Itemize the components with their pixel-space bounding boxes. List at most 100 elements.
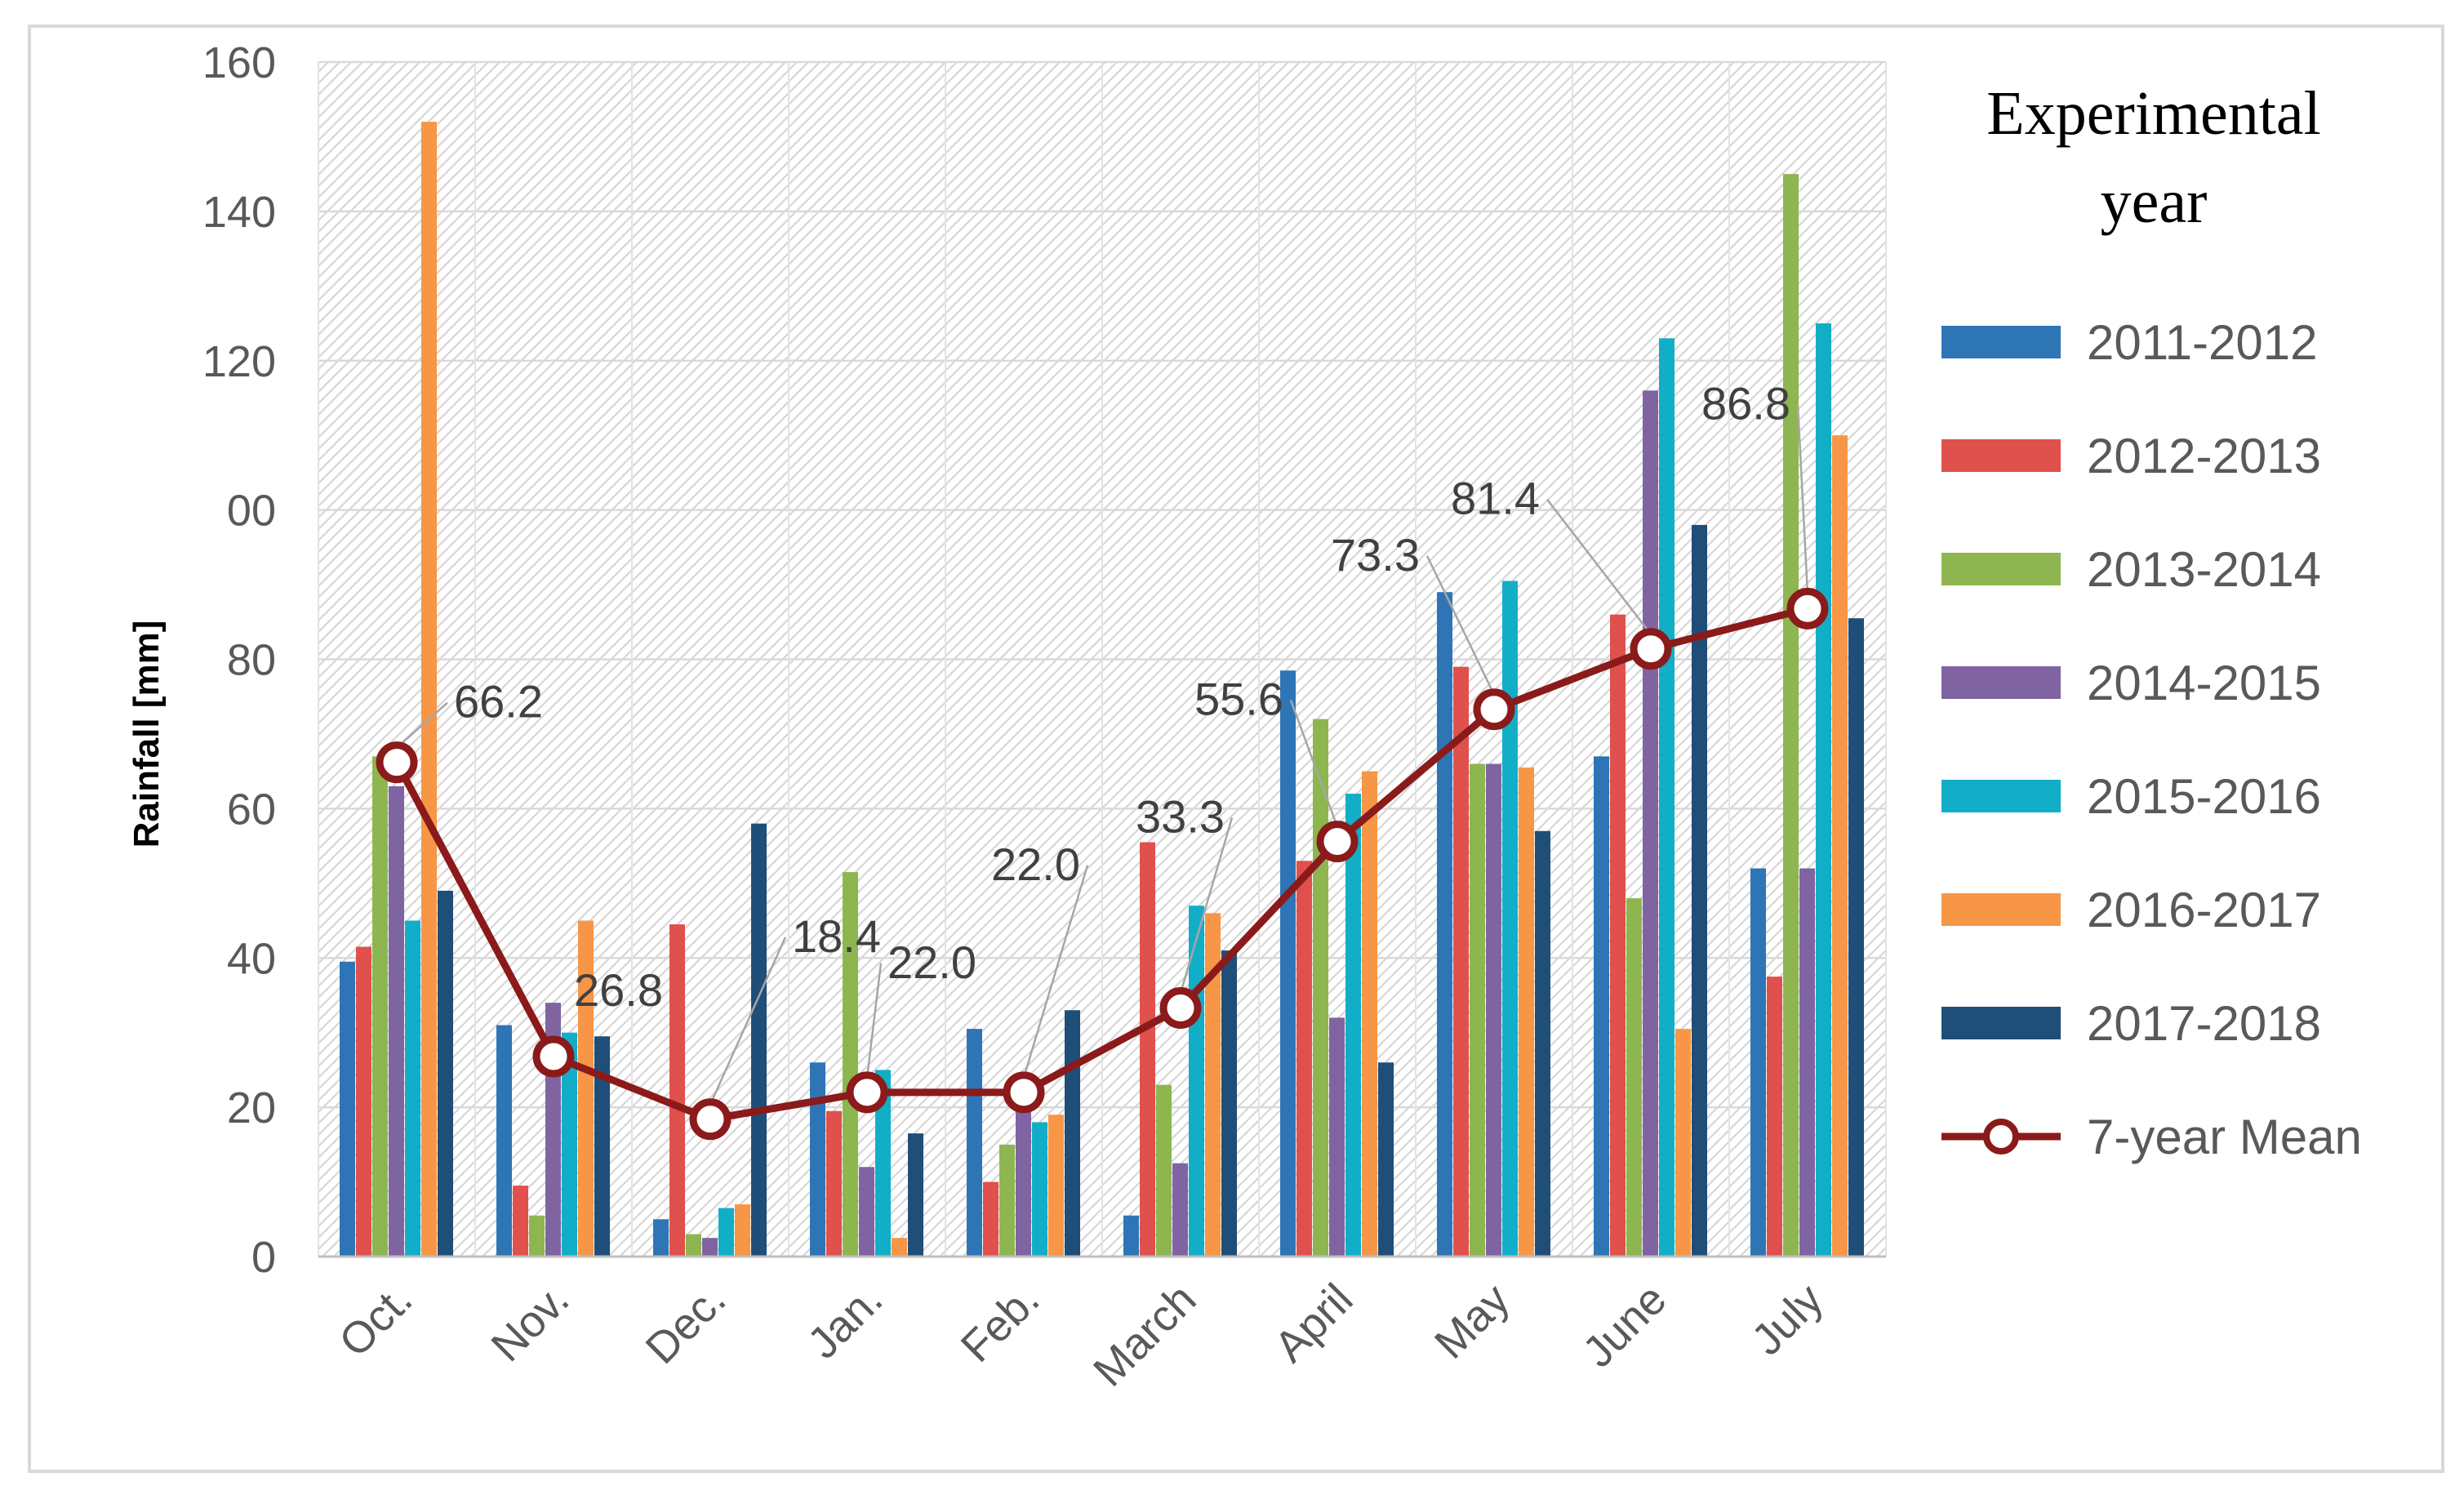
- bar: [1799, 868, 1815, 1257]
- bar: [529, 1215, 545, 1257]
- x-tick-label: April: [1265, 1275, 1363, 1372]
- y-axis-label: Rainfall [mm]: [127, 621, 167, 848]
- chart-frame: 0 20 40 60 80 00 120 140 160 66.2 26.8 18.4 22.0 22.…: [28, 24, 2444, 1473]
- y-tick-label: 0: [251, 1233, 276, 1282]
- bar: [562, 1032, 577, 1257]
- bar: [810, 1062, 825, 1257]
- mean-data-label: 26.8: [574, 964, 663, 1016]
- bar: [1692, 524, 1707, 1257]
- bar: [875, 1070, 891, 1257]
- bar: [421, 122, 437, 1257]
- x-tick-label: Dec.: [637, 1275, 736, 1373]
- bar: [1296, 861, 1312, 1257]
- bar: [1626, 898, 1642, 1257]
- bar-series: [318, 122, 1886, 1258]
- bar: [1610, 614, 1626, 1257]
- bar: [1643, 390, 1658, 1257]
- mean-data-label: 33.3: [1136, 791, 1225, 843]
- bar: [826, 1110, 842, 1257]
- legend-swatch: [1941, 439, 2061, 472]
- bar: [1502, 581, 1518, 1257]
- bar: [1486, 763, 1501, 1257]
- y-tick-label: 40: [227, 934, 276, 983]
- legend-swatch: [1941, 326, 2061, 358]
- bar: [908, 1133, 923, 1257]
- legend-label: 2017-2018: [2087, 996, 2321, 1051]
- legend-label: 7-year Mean: [2087, 1110, 2362, 1164]
- legend-swatch: [1941, 666, 2061, 699]
- legend-title: Experimental: [1986, 79, 2320, 148]
- bar: [1065, 1010, 1080, 1257]
- bar: [1032, 1122, 1047, 1257]
- bar: [735, 1204, 750, 1257]
- leader-line: [709, 937, 787, 1106]
- bar: [967, 1029, 982, 1257]
- leader-line: [1022, 865, 1089, 1079]
- mean-data-label: 22.0: [991, 839, 1080, 890]
- bar: [1362, 771, 1377, 1257]
- x-tick-label: Nov.: [482, 1275, 578, 1371]
- mean-marker: [1159, 987, 1202, 1030]
- bar: [1280, 670, 1296, 1257]
- bar: [1221, 950, 1237, 1257]
- bar: [1156, 1084, 1172, 1257]
- bar: [702, 1238, 718, 1257]
- y-axis-ticks: 0 20 40 60 80 00 120 140 160: [202, 38, 276, 1282]
- mean-data-label: 22.0: [887, 937, 976, 988]
- bar: [513, 1186, 528, 1257]
- bar: [1123, 1215, 1139, 1257]
- bar: [1659, 338, 1675, 1257]
- legend-mean-marker: [1983, 1119, 2019, 1155]
- bar: [372, 756, 388, 1257]
- bar: [1594, 756, 1609, 1257]
- leader-line: [865, 963, 883, 1078]
- x-tick-label: Feb.: [952, 1275, 1049, 1372]
- y-tick-label: 140: [202, 188, 276, 237]
- bar: [496, 1025, 512, 1257]
- x-tick-label: Jan.: [798, 1275, 892, 1368]
- x-tick-label: March: [1084, 1275, 1206, 1396]
- mean-marker: [1473, 688, 1515, 731]
- bar: [356, 946, 371, 1257]
- bar: [1470, 763, 1485, 1257]
- bar: [653, 1219, 669, 1257]
- legend-label: 2013-2014: [2087, 542, 2321, 597]
- bar: [1519, 768, 1534, 1257]
- mean-data-label: 18.4: [792, 910, 881, 962]
- bar: [1767, 977, 1782, 1257]
- bar: [718, 1208, 734, 1257]
- legend-label: 2011-2012: [2087, 315, 2317, 370]
- bar: [1832, 435, 1848, 1257]
- bar: [405, 920, 420, 1257]
- mean-marker: [846, 1071, 888, 1114]
- legend-label: 2012-2013: [2087, 429, 2321, 483]
- bar: [594, 1036, 610, 1257]
- bar: [1783, 174, 1799, 1257]
- bar: [1750, 868, 1766, 1257]
- mean-data-label: 86.8: [1701, 377, 1790, 429]
- y-tick-label: 20: [227, 1083, 276, 1132]
- bar: [1816, 323, 1831, 1257]
- y-tick-label: 00: [227, 487, 276, 536]
- mean-marker: [532, 1035, 575, 1078]
- bar: [1535, 830, 1550, 1257]
- bar: [1848, 618, 1864, 1257]
- bar: [669, 924, 685, 1257]
- mean-data-label: 81.4: [1451, 473, 1540, 524]
- bar: [1313, 719, 1328, 1257]
- bar: [751, 823, 767, 1257]
- bar: [438, 890, 453, 1257]
- bar: [1205, 913, 1221, 1257]
- y-tick-label: 120: [202, 337, 276, 386]
- bar: [1016, 1107, 1031, 1257]
- bar: [686, 1234, 701, 1257]
- mean-marker: [689, 1098, 732, 1141]
- legend: Experimental year 2011-2012 2012-2013 2013…: [1941, 79, 2362, 1164]
- legend-swatch: [1941, 893, 2061, 926]
- mean-marker: [376, 741, 418, 784]
- x-tick-label: July: [1742, 1275, 1832, 1364]
- bar: [1329, 1017, 1345, 1257]
- x-tick-label: June: [1573, 1275, 1675, 1377]
- leader-line: [1796, 404, 1809, 594]
- bar: [1140, 842, 1155, 1257]
